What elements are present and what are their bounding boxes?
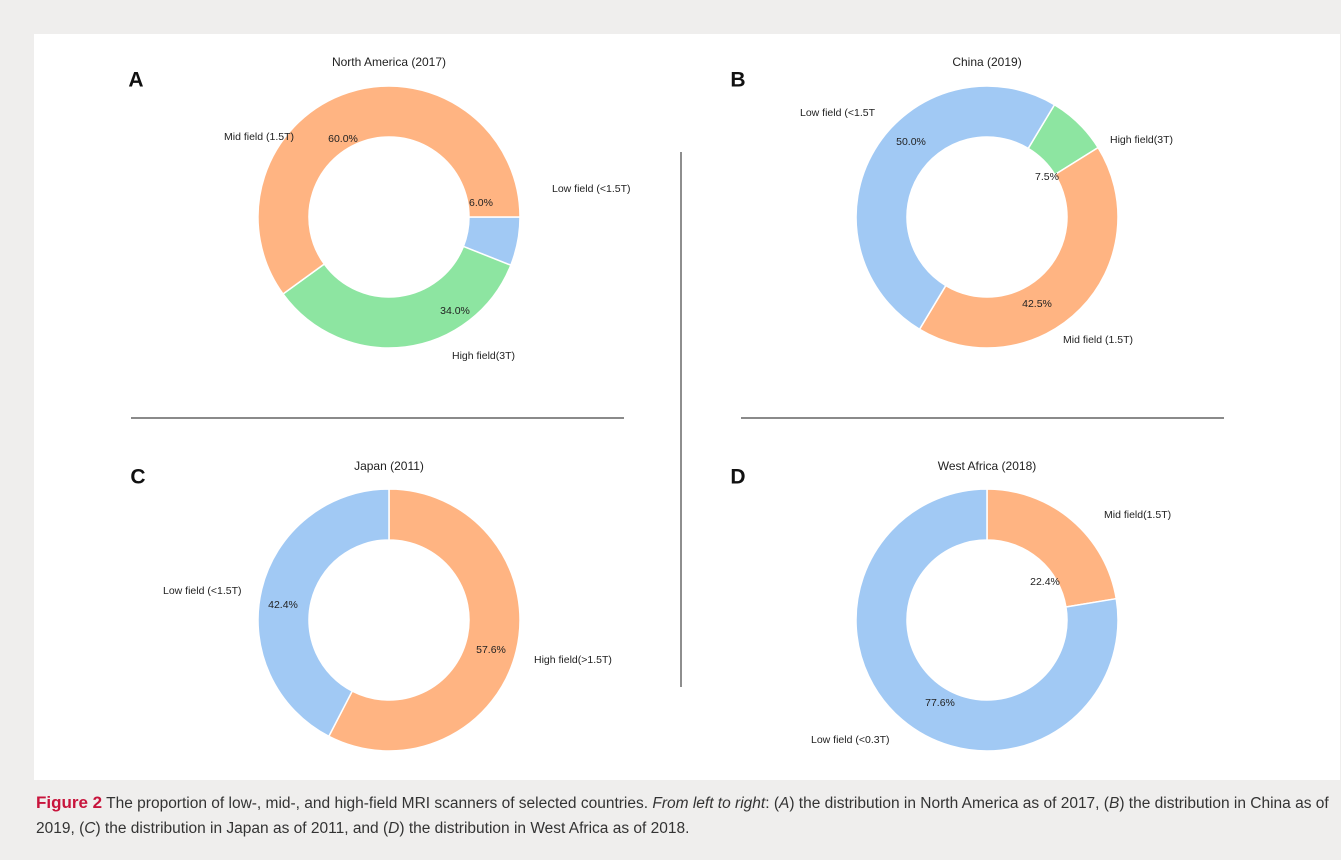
slice-percentage: 22.4% [1030, 576, 1060, 588]
caption-emphasis: From left to right [652, 795, 766, 812]
panel-letter: B [730, 69, 745, 92]
figure-panel: Low field (<1.5T) 6.0% High field(3T) 34.0%… [34, 34, 1340, 780]
donut-slice [257, 85, 521, 296]
caption-ref-b: B [1108, 795, 1120, 812]
slice-label: High field(3T) [1110, 134, 1173, 146]
slice-percentage: 7.5% [1035, 171, 1059, 183]
donut-slice [855, 85, 1056, 331]
slice-label: Low field (<1.5T) [552, 183, 631, 195]
donut-slice [918, 146, 1119, 349]
slice-label: Mid field(1.5T) [1104, 509, 1171, 521]
donut-chart-a [257, 85, 521, 349]
donut-slice [986, 488, 1118, 608]
caption-text: : ( [765, 795, 779, 812]
caption-text: ) the distribution in China as of 2019, … [36, 795, 1329, 837]
caption-text: ) the distribution in Japan as of 2011, … [95, 820, 389, 837]
slice-label: Low field (<1.5T) [163, 585, 242, 597]
donut-slice [855, 488, 1119, 752]
panel-letter: D [730, 466, 745, 489]
slice-label: Low field (<0.3T) [811, 734, 890, 746]
slice-percentage: 57.6% [476, 644, 506, 656]
slice-percentage: 34.0% [440, 305, 470, 317]
panel-letter: A [128, 69, 143, 92]
caption-text: ) the distribution in North America as o… [789, 795, 1109, 812]
caption-label: Figure 2 [36, 793, 103, 812]
chart-title: North America (2017) [332, 55, 446, 69]
slice-percentage: 42.5% [1022, 298, 1052, 310]
panel-letter: C [130, 466, 145, 489]
charts-canvas: Low field (<1.5T) 6.0% High field(3T) 34.0%… [128, 55, 1224, 752]
slice-label: Mid field (1.5T) [1063, 334, 1133, 346]
donut-slice [327, 488, 521, 752]
caption-ref-c: C [84, 820, 96, 837]
slice-percentage: 6.0% [469, 197, 493, 209]
donut-chart-d [855, 488, 1119, 752]
slice-label: High field(3T) [452, 350, 515, 362]
slice-label: Low field (<1.5T [800, 107, 876, 119]
chart-title: West Africa (2018) [938, 459, 1036, 473]
caption-text: ) the distribution in West Africa as of … [399, 820, 690, 837]
caption-ref-a: A [778, 795, 790, 812]
donut-slice [257, 488, 390, 738]
slice-label: Mid field (1.5T) [224, 131, 294, 143]
slice-percentage: 42.4% [268, 599, 298, 611]
caption-text: The proportion of low-, mid-, and high-f… [102, 795, 653, 812]
slice-percentage: 50.0% [896, 136, 926, 148]
donut-chart-c [257, 488, 521, 752]
chart-title: China (2019) [952, 55, 1021, 69]
slice-label: High field(>1.5T) [534, 654, 612, 666]
slice-percentage: 77.6% [925, 697, 955, 709]
figure-caption: Figure 2 The proportion of low-, mid-, a… [36, 790, 1332, 841]
donut-chart-b [855, 85, 1119, 349]
chart-title: Japan (2011) [354, 459, 424, 473]
slice-percentage: 60.0% [328, 133, 358, 145]
donut-slice [281, 245, 512, 349]
caption-ref-d: D [388, 820, 400, 837]
